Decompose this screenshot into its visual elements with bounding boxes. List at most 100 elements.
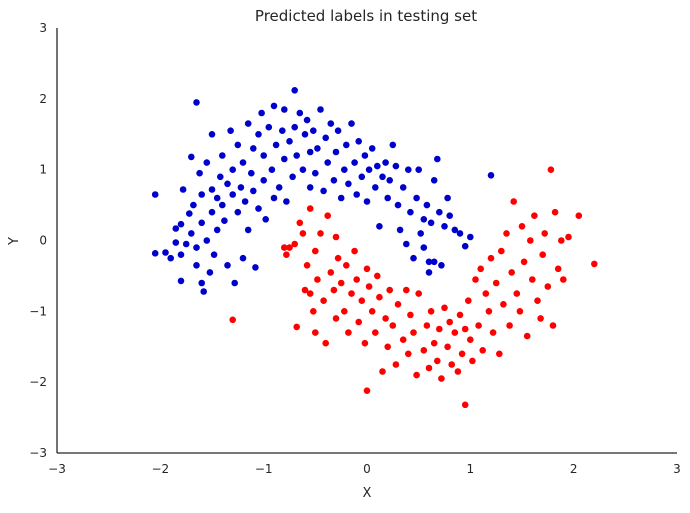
point-s1-25 (337, 279, 345, 287)
point-s1-32 (355, 318, 363, 326)
point-s0-130 (430, 177, 438, 184)
point-s1-18 (322, 339, 330, 347)
point-s0-55 (255, 131, 262, 138)
point-s0-86 (322, 134, 330, 142)
point-s0-73 (291, 87, 299, 94)
point-s1-31 (353, 276, 361, 283)
point-s0-66 (279, 127, 286, 134)
point-s0-109 (382, 159, 389, 166)
point-s0-129 (427, 219, 435, 227)
point-s0-67 (281, 155, 288, 163)
point-s1-71 (458, 350, 466, 358)
point-s0-112 (389, 141, 397, 149)
point-s1-85 (492, 279, 500, 287)
point-s1-76 (469, 357, 476, 365)
point-s0-139 (456, 230, 464, 237)
point-s1-11 (306, 205, 314, 212)
point-s1-51 (405, 350, 412, 358)
x-tick-label: −1 (255, 462, 273, 476)
point-s0-26 (208, 186, 216, 193)
point-s1-77 (472, 276, 479, 283)
point-s1-69 (454, 368, 462, 375)
point-s1-56 (420, 347, 428, 354)
point-s1-55 (415, 290, 423, 297)
point-s0-31 (213, 226, 221, 234)
point-s0-85 (320, 187, 327, 195)
point-s0-132 (434, 155, 441, 163)
point-s0-108 (379, 173, 386, 181)
x-tick-label: −2 (151, 462, 169, 476)
point-s1-60 (430, 339, 438, 347)
point-s0-90 (332, 148, 340, 156)
point-s0-28 (208, 131, 216, 138)
point-s1-35 (363, 265, 371, 273)
point-s1-110 (558, 237, 565, 244)
point-s0-118 (405, 166, 412, 173)
point-s1-21 (330, 286, 338, 294)
point-s0-19 (198, 191, 205, 198)
point-s1-52 (407, 311, 414, 319)
point-s1-99 (529, 276, 536, 283)
point-s1-50 (403, 286, 410, 294)
point-s1-30 (351, 247, 358, 255)
point-s0-94 (343, 141, 350, 149)
point-s0-45 (239, 159, 247, 166)
point-s0-1 (151, 250, 159, 257)
point-s1-48 (394, 301, 402, 308)
point-s1-103 (539, 251, 546, 258)
point-s0-9 (179, 186, 187, 193)
point-s1-58 (425, 364, 433, 372)
point-s0-81 (310, 127, 317, 134)
point-s0-22 (200, 288, 207, 295)
y-tick-label: −2 (29, 375, 47, 389)
point-s0-121 (413, 194, 420, 202)
point-s0-13 (188, 153, 195, 161)
point-s1-40 (374, 272, 381, 280)
x-tick-label: 3 (673, 462, 681, 476)
point-s0-140 (461, 242, 469, 250)
point-s1-113 (575, 212, 583, 219)
point-s1-3 (286, 244, 293, 251)
point-s0-92 (337, 194, 345, 202)
point-s1-102 (537, 315, 544, 322)
point-s0-135 (441, 223, 448, 230)
point-s0-127 (425, 269, 433, 276)
point-s1-10 (306, 290, 314, 297)
point-s0-97 (351, 159, 358, 166)
point-s0-53 (252, 264, 259, 271)
plot-area (56, 28, 677, 454)
point-s0-10 (182, 240, 190, 248)
point-s0-101 (361, 152, 369, 159)
point-s1-62 (436, 325, 443, 333)
point-s0-61 (268, 166, 276, 173)
point-s0-74 (293, 152, 301, 159)
point-s0-116 (399, 184, 407, 191)
point-s0-88 (327, 120, 335, 127)
point-s0-15 (193, 262, 200, 269)
point-s0-30 (213, 194, 221, 202)
point-s1-63 (438, 375, 445, 382)
chart-title: Predicted labels in testing set (255, 7, 477, 25)
point-s1-27 (343, 262, 350, 269)
point-s0-14 (190, 201, 197, 209)
x-axis-ticks: −3 −2 −1 0 1 2 3 (48, 462, 681, 476)
point-s0-48 (244, 120, 252, 127)
point-s1-28 (345, 329, 352, 336)
y-tick-label: −3 (29, 446, 47, 460)
point-s1-39 (372, 329, 379, 336)
point-s0-2 (162, 249, 169, 256)
point-s1-49 (399, 336, 407, 344)
point-s0-58 (260, 152, 268, 159)
point-s0-7 (177, 251, 185, 258)
x-tick-label: 1 (467, 462, 475, 476)
point-s1-37 (365, 283, 373, 290)
point-s0-70 (286, 138, 293, 145)
point-s1-101 (534, 297, 541, 305)
point-s0-39 (229, 191, 236, 198)
point-s0-126 (423, 201, 431, 209)
y-tick-label: 2 (39, 92, 47, 106)
point-s1-12 (310, 308, 317, 315)
point-s1-6 (296, 219, 304, 227)
point-s0-23 (203, 159, 211, 166)
